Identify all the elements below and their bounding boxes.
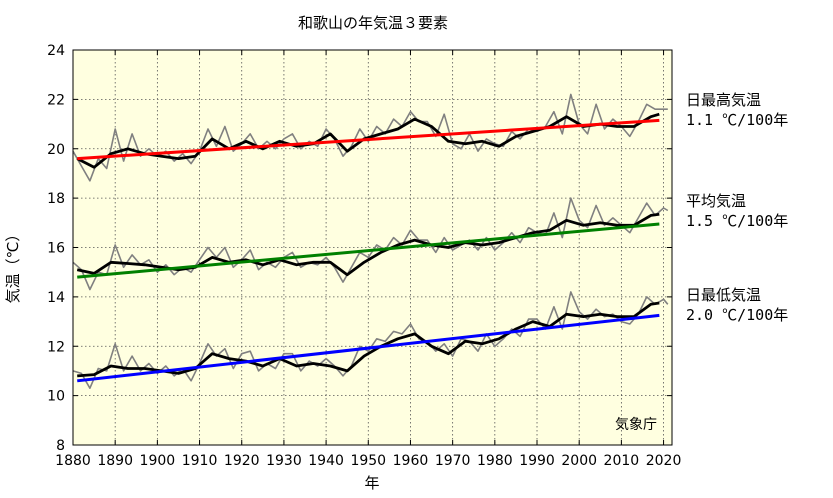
y-tick-label: 12 [47, 339, 65, 355]
legend-series-rate: 1.1 ℃/100年 [686, 111, 788, 129]
plot-area [73, 50, 672, 445]
annual-line-3 [72, 291, 669, 390]
y-tick-label: 16 [47, 241, 65, 257]
y-tick-label: 10 [47, 389, 65, 405]
y-tick-label: 24 [47, 43, 65, 59]
x-tick-label: 1930 [266, 453, 302, 469]
series-group [72, 93, 668, 182]
y-tick-label: 14 [47, 290, 65, 306]
x-tick-label: 2010 [604, 453, 640, 469]
x-tick-label: 1990 [519, 453, 555, 469]
legend-series-rate: 2.0 ℃/100年 [686, 306, 788, 324]
x-tick-label: 1940 [308, 453, 344, 469]
trend-line-3 [77, 313, 660, 383]
credit-label: 気象庁 [615, 417, 657, 433]
legend-series-name: 平均気温 [686, 192, 746, 210]
x-tick-label: 1950 [350, 453, 386, 469]
series-group [72, 291, 669, 390]
y-tick-label: 18 [47, 191, 65, 207]
x-tick-label: 1880 [55, 453, 91, 469]
moving-average-line-3 [77, 301, 660, 378]
chart-title: 和歌山の年気温３要素 [298, 14, 448, 32]
y-axis-label: 気温（℃） [4, 227, 22, 304]
annual-line-1 [72, 93, 668, 182]
ticks: 1880 1890 1900 1910 1920 1930 1940 1950 1960 1970… [47, 43, 681, 469]
trend-line-2 [77, 222, 660, 279]
legend-series-rate: 1.5 ℃/100年 [686, 212, 788, 230]
x-tick-label: 1890 [97, 453, 133, 469]
x-tick-label: 1910 [182, 453, 218, 469]
y-tick-label: 20 [47, 142, 65, 158]
trend-line-1 [77, 118, 660, 161]
series-group [72, 197, 669, 291]
x-axis-label: 年 [364, 474, 379, 492]
x-tick-label: 1970 [435, 453, 471, 469]
x-tick-label: 1980 [477, 453, 513, 469]
x-tick-label: 2000 [561, 453, 597, 469]
legend-series-name: 日最低気温 [686, 286, 761, 304]
moving-average-line-1 [76, 112, 660, 169]
y-tick-label: 8 [56, 438, 65, 454]
legend-series-name: 日最高気温 [686, 91, 761, 109]
x-tick-label: 2020 [646, 453, 682, 469]
x-tick-label: 1920 [224, 453, 260, 469]
series-layer [72, 93, 669, 390]
x-tick-label: 1900 [140, 453, 176, 469]
y-tick-label: 22 [47, 92, 65, 108]
x-tick-label: 1960 [393, 453, 429, 469]
